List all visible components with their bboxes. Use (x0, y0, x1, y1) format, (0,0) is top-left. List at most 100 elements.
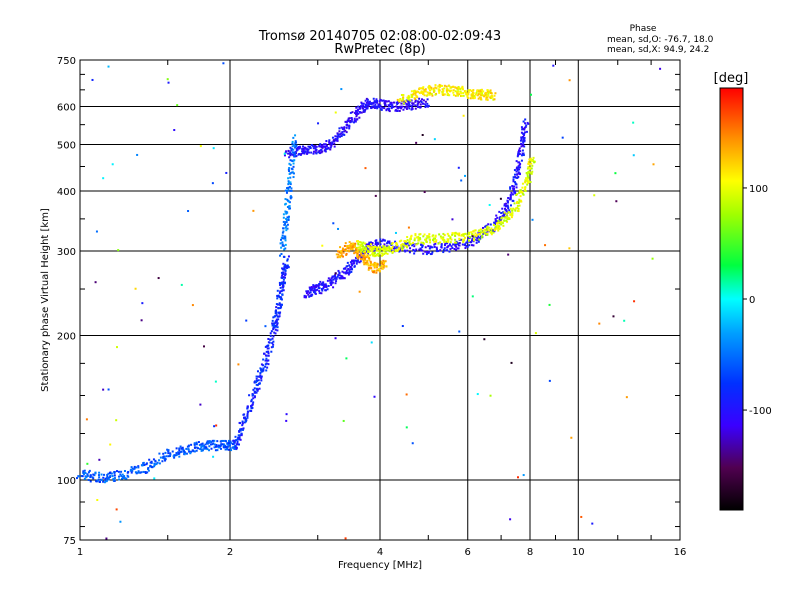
data-point (178, 447, 181, 450)
data-point (443, 240, 446, 243)
data-point (412, 102, 415, 105)
data-point (195, 449, 198, 452)
data-point (281, 234, 284, 237)
data-point (207, 442, 210, 445)
data-point (314, 144, 317, 147)
data-point (414, 234, 417, 237)
data-point (360, 250, 363, 253)
data-point (369, 243, 372, 246)
data-point (380, 246, 383, 249)
data-point (130, 466, 133, 469)
data-point (365, 106, 368, 109)
data-point (512, 199, 515, 202)
data-point (202, 445, 205, 448)
data-point (336, 138, 339, 141)
data-point (274, 315, 277, 318)
data-point (281, 274, 284, 277)
data-point (350, 262, 353, 265)
data-point (219, 444, 222, 447)
data-point (351, 264, 354, 267)
data-point (358, 261, 361, 264)
data-point (517, 175, 520, 178)
data-point (498, 218, 501, 221)
data-point (477, 235, 480, 238)
x-tick-label: 6 (465, 547, 471, 558)
data-point (127, 475, 130, 478)
data-point (529, 171, 532, 174)
data-point (195, 443, 198, 446)
data-point (377, 254, 380, 257)
data-point (280, 303, 283, 306)
data-point (413, 91, 416, 94)
data-point (391, 242, 394, 245)
data-point (458, 93, 461, 96)
data-point (463, 236, 466, 239)
data-point (367, 252, 370, 255)
data-point (335, 253, 338, 256)
data-point (285, 265, 288, 268)
data-point (239, 438, 242, 441)
data-point (85, 475, 88, 478)
data-point (424, 103, 427, 106)
data-point (131, 469, 134, 472)
data-point (149, 461, 152, 464)
data-point (518, 198, 521, 201)
data-point (292, 136, 295, 139)
data-point (292, 172, 295, 175)
data-point (112, 478, 115, 481)
data-point (211, 182, 214, 185)
data-point (192, 450, 195, 453)
data-point (356, 118, 359, 121)
data-point (359, 251, 362, 254)
data-point (476, 393, 479, 396)
data-point (530, 172, 533, 175)
y-tick-label: 600 (57, 103, 76, 114)
data-point (429, 89, 432, 92)
data-point (312, 147, 315, 150)
data-point (133, 465, 136, 468)
data-point (517, 151, 520, 154)
data-point (113, 470, 116, 473)
data-point (449, 248, 452, 251)
data-point (530, 167, 533, 170)
data-point (470, 239, 473, 242)
data-point (91, 78, 94, 81)
data-point (287, 255, 290, 258)
data-point (146, 471, 149, 474)
data-point (371, 248, 374, 251)
data-point (340, 88, 343, 91)
data-point (500, 223, 503, 226)
data-point (280, 298, 283, 301)
data-point (200, 446, 203, 449)
data-point (507, 197, 510, 200)
data-point (511, 193, 514, 196)
data-point (369, 267, 372, 270)
data-point (181, 446, 184, 449)
data-point (210, 447, 213, 450)
data-point (345, 357, 348, 360)
data-point (364, 248, 367, 251)
data-point (424, 246, 427, 249)
data-point (357, 112, 360, 115)
data-point (120, 477, 123, 480)
data-point (420, 101, 423, 104)
data-point (505, 204, 508, 207)
data-point (408, 251, 411, 254)
data-point (369, 264, 372, 267)
data-point (279, 242, 282, 245)
data-point (440, 237, 443, 240)
data-point (484, 225, 487, 228)
data-point (272, 343, 275, 346)
data-point (283, 235, 286, 238)
data-point (458, 244, 461, 247)
data-point (502, 224, 505, 227)
data-point (102, 476, 105, 479)
data-point (417, 242, 420, 245)
data-point (347, 247, 350, 250)
data-point (447, 239, 450, 242)
data-point (287, 266, 290, 269)
data-point (330, 277, 333, 280)
data-point (396, 109, 399, 112)
data-point (472, 244, 475, 247)
data-point (253, 395, 256, 398)
